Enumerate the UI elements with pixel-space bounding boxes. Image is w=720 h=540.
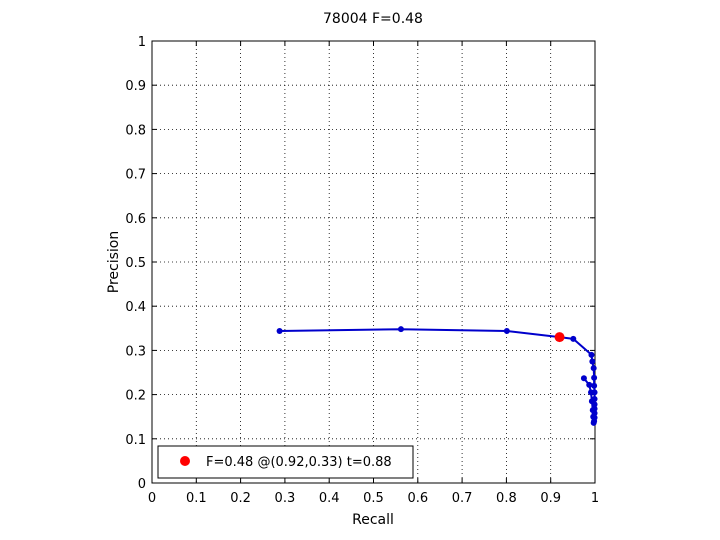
data-point — [276, 327, 283, 334]
y-tick-label: 0.7 — [125, 168, 146, 183]
data-point — [588, 389, 595, 396]
y-tick-label: 0.5 — [125, 256, 146, 271]
legend-box — [157, 445, 414, 479]
grid-lines — [152, 41, 595, 483]
data-point — [589, 358, 596, 365]
x-tick-label: 0.7 — [452, 491, 473, 506]
y-tick-label: 0.1 — [125, 433, 146, 448]
chart-title: 78004 F=0.48 — [323, 11, 423, 27]
x-tick-label: 0.1 — [186, 491, 207, 506]
plot-frame — [151, 40, 596, 484]
y-tick-label: 0 — [138, 477, 146, 492]
x-tick-label: 0.4 — [319, 491, 340, 506]
x-tick-label: 1 — [591, 491, 599, 506]
y-tick-label: 1 — [138, 35, 146, 50]
data-point — [570, 335, 577, 342]
y-tick-label: 0.8 — [125, 123, 146, 138]
x-tick-label: 0.3 — [275, 491, 296, 506]
data-point — [590, 413, 597, 420]
data-point — [591, 382, 598, 389]
y-tick-label: 0.6 — [125, 212, 146, 227]
y-tick-label: 0.4 — [125, 300, 146, 315]
data-point — [503, 327, 510, 334]
data-point — [586, 381, 593, 388]
y-tick-label: 0.3 — [125, 344, 146, 359]
data-point — [397, 326, 404, 333]
x-axis-label: Recall — [352, 512, 394, 528]
legend-marker — [180, 456, 190, 466]
best-f-point — [554, 332, 565, 343]
y-tick-label: 0.9 — [125, 79, 146, 94]
highlight-layer — [554, 332, 565, 343]
x-tick-label: 0.2 — [230, 491, 251, 506]
x-tick-label: 0.5 — [363, 491, 384, 506]
data-point — [591, 374, 598, 381]
x-tick-label: 0.8 — [496, 491, 517, 506]
x-tick-label: 0.6 — [407, 491, 428, 506]
y-tick-label: 0.2 — [125, 389, 146, 404]
data-point — [590, 419, 597, 426]
x-tick-labels: 0 0.1 0.2 0.3 0.4 0.5 0.6 0.7 0.8 0.9 1 — [148, 491, 599, 506]
legend: F=0.48 @(0.92,0.33) t=0.88 — [157, 445, 414, 479]
x-tick-label: 0.9 — [540, 491, 561, 506]
data-point — [580, 375, 587, 382]
data-point — [588, 351, 595, 358]
data-point — [590, 365, 597, 372]
data-point — [588, 398, 595, 405]
y-tick-labels: 0 0.1 0.2 0.3 0.4 0.5 0.6 0.7 0.8 0.9 1 — [125, 35, 146, 492]
legend-label: F=0.48 @(0.92,0.33) t=0.88 — [206, 455, 392, 470]
x-tick-label: 0 — [148, 491, 156, 506]
data-point — [589, 407, 596, 414]
y-axis-label: Precision — [106, 231, 122, 293]
